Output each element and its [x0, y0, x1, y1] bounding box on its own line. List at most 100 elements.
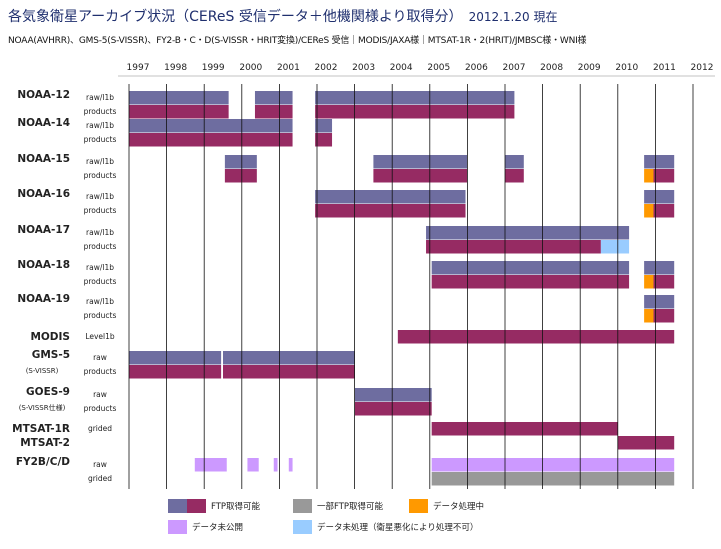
row-label: products [84, 107, 117, 116]
satellite-name: GMS-5 [32, 349, 70, 361]
bar-ftp_bottom [315, 204, 466, 218]
legend-label: FTP取得可能 [211, 501, 261, 512]
satellite-name: NOAA-18 [17, 259, 70, 271]
year-label: 2012 [691, 63, 714, 73]
satellite-name: NOAA-19 [17, 293, 70, 305]
year-label: 2001 [277, 63, 300, 73]
row-label: products [84, 242, 117, 251]
bar-ftp_top [223, 351, 355, 365]
bar-ftp_bottom [224, 169, 257, 183]
year-label: 2006 [465, 63, 488, 73]
bar-unpublished [247, 458, 259, 472]
row-label: raw [93, 390, 107, 399]
bar-partial [431, 472, 675, 486]
chart-date: 2012.1.20 現在 [468, 10, 558, 24]
row-label: raw/l1b [86, 192, 114, 201]
bar-ftp_top [315, 119, 333, 133]
bar-unpublished [273, 458, 278, 472]
row-label: raw/l1b [86, 121, 114, 130]
row-label: raw/l1b [86, 297, 114, 306]
satellite-name: NOAA-16 [17, 188, 70, 200]
row-label: grided [88, 474, 112, 483]
bar-unpublished [288, 458, 293, 472]
bar-ftp_bottom [223, 365, 355, 379]
legend-swatch-ftp_bottom [187, 499, 206, 513]
year-label: 2004 [390, 63, 413, 73]
row-label: products [84, 135, 117, 144]
bar-ftp_bottom [617, 436, 675, 450]
bar-ftp_bottom [129, 133, 293, 147]
bar-ftp_bottom [653, 204, 675, 218]
year-label: 1999 [202, 63, 225, 73]
bar-ftp_top [644, 295, 675, 309]
row-label: Level1b [85, 332, 115, 341]
satellite-name: MTSAT-2 [20, 437, 70, 449]
bar-ftp_bottom [653, 275, 675, 289]
bar-ftp_bottom [653, 169, 675, 183]
row-label: raw [93, 460, 107, 469]
year-label: 2007 [503, 63, 526, 73]
bar-ftp_top [129, 91, 229, 105]
row-label: raw [93, 353, 107, 362]
bar-ftp_top [644, 261, 675, 275]
bar-ftp_top [224, 155, 257, 169]
bar-ftp_top [426, 226, 630, 240]
bar-ftp_top [644, 155, 675, 169]
satellite-sub-label: (S-VISSR仕様) [19, 403, 66, 412]
row-label: products [84, 171, 117, 180]
row-label: products [84, 367, 117, 376]
bar-processing [644, 309, 654, 323]
year-label: 2003 [352, 63, 375, 73]
bar-ftp_bottom [505, 169, 524, 183]
bar-ftp_top [315, 190, 466, 204]
satellite-name: GOES-9 [26, 386, 70, 398]
year-label: 2009 [578, 63, 601, 73]
legend-label: データ処理中 [433, 501, 484, 512]
year-label: 2000 [239, 63, 262, 73]
bar-ftp_top [431, 261, 630, 275]
bar-processing [644, 275, 654, 289]
bar-ftp_bottom [373, 169, 468, 183]
bar-ftp_bottom [129, 105, 229, 119]
bar-ftp_top [373, 155, 468, 169]
bar-ftp_top [315, 91, 515, 105]
bar-unprocessed [600, 240, 630, 254]
row-label: raw/l1b [86, 93, 114, 102]
bar-ftp_bottom [653, 309, 675, 323]
satellite-name: MTSAT-1R [12, 423, 70, 435]
legend-label: データ未公開 [192, 522, 243, 533]
year-label: 1998 [164, 63, 187, 73]
legend-swatch-ftp_top [168, 499, 187, 513]
legend-swatch-unpublished [168, 520, 187, 534]
legend-label: データ未処理（衛星悪化により処理不可） [317, 522, 478, 533]
bar-ftp_bottom [315, 133, 333, 147]
row-label: products [84, 311, 117, 320]
bar-ftp_bottom [431, 422, 618, 436]
year-label: 2005 [427, 63, 450, 73]
row-label: products [84, 404, 117, 413]
satellite-name: NOAA-17 [17, 224, 70, 236]
legend-swatch-partial [293, 499, 312, 513]
bar-ftp_top [254, 91, 293, 105]
legend-swatch-processing [409, 499, 428, 513]
bar-ftp_top [354, 388, 432, 402]
bar-ftp_top [505, 155, 524, 169]
row-label: grided [88, 424, 112, 433]
bar-unpublished [194, 458, 227, 472]
bar-ftp_bottom [254, 105, 293, 119]
legend-label: 一部FTP取得可能 [317, 501, 384, 512]
year-label: 2011 [653, 63, 676, 73]
year-label: 1997 [127, 63, 150, 73]
chart-title: 各気象衛星アーカイブ状況（CEReS 受信データ＋他機関様より取得分） 2012.… [8, 6, 713, 25]
year-label: 2010 [615, 63, 638, 73]
satellite-name: MODIS [30, 331, 70, 343]
row-label: products [84, 206, 117, 215]
bar-ftp_bottom [397, 330, 675, 344]
chart-title-text: 各気象衛星アーカイブ状況（CEReS 受信データ＋他機関様より取得分） [8, 9, 463, 25]
bar-ftp_top [129, 351, 222, 365]
satellite-name: FY2B/C/D [16, 456, 70, 468]
bar-unpublished [431, 458, 675, 472]
satellite-name: NOAA-14 [17, 117, 70, 129]
row-label: products [84, 277, 117, 286]
